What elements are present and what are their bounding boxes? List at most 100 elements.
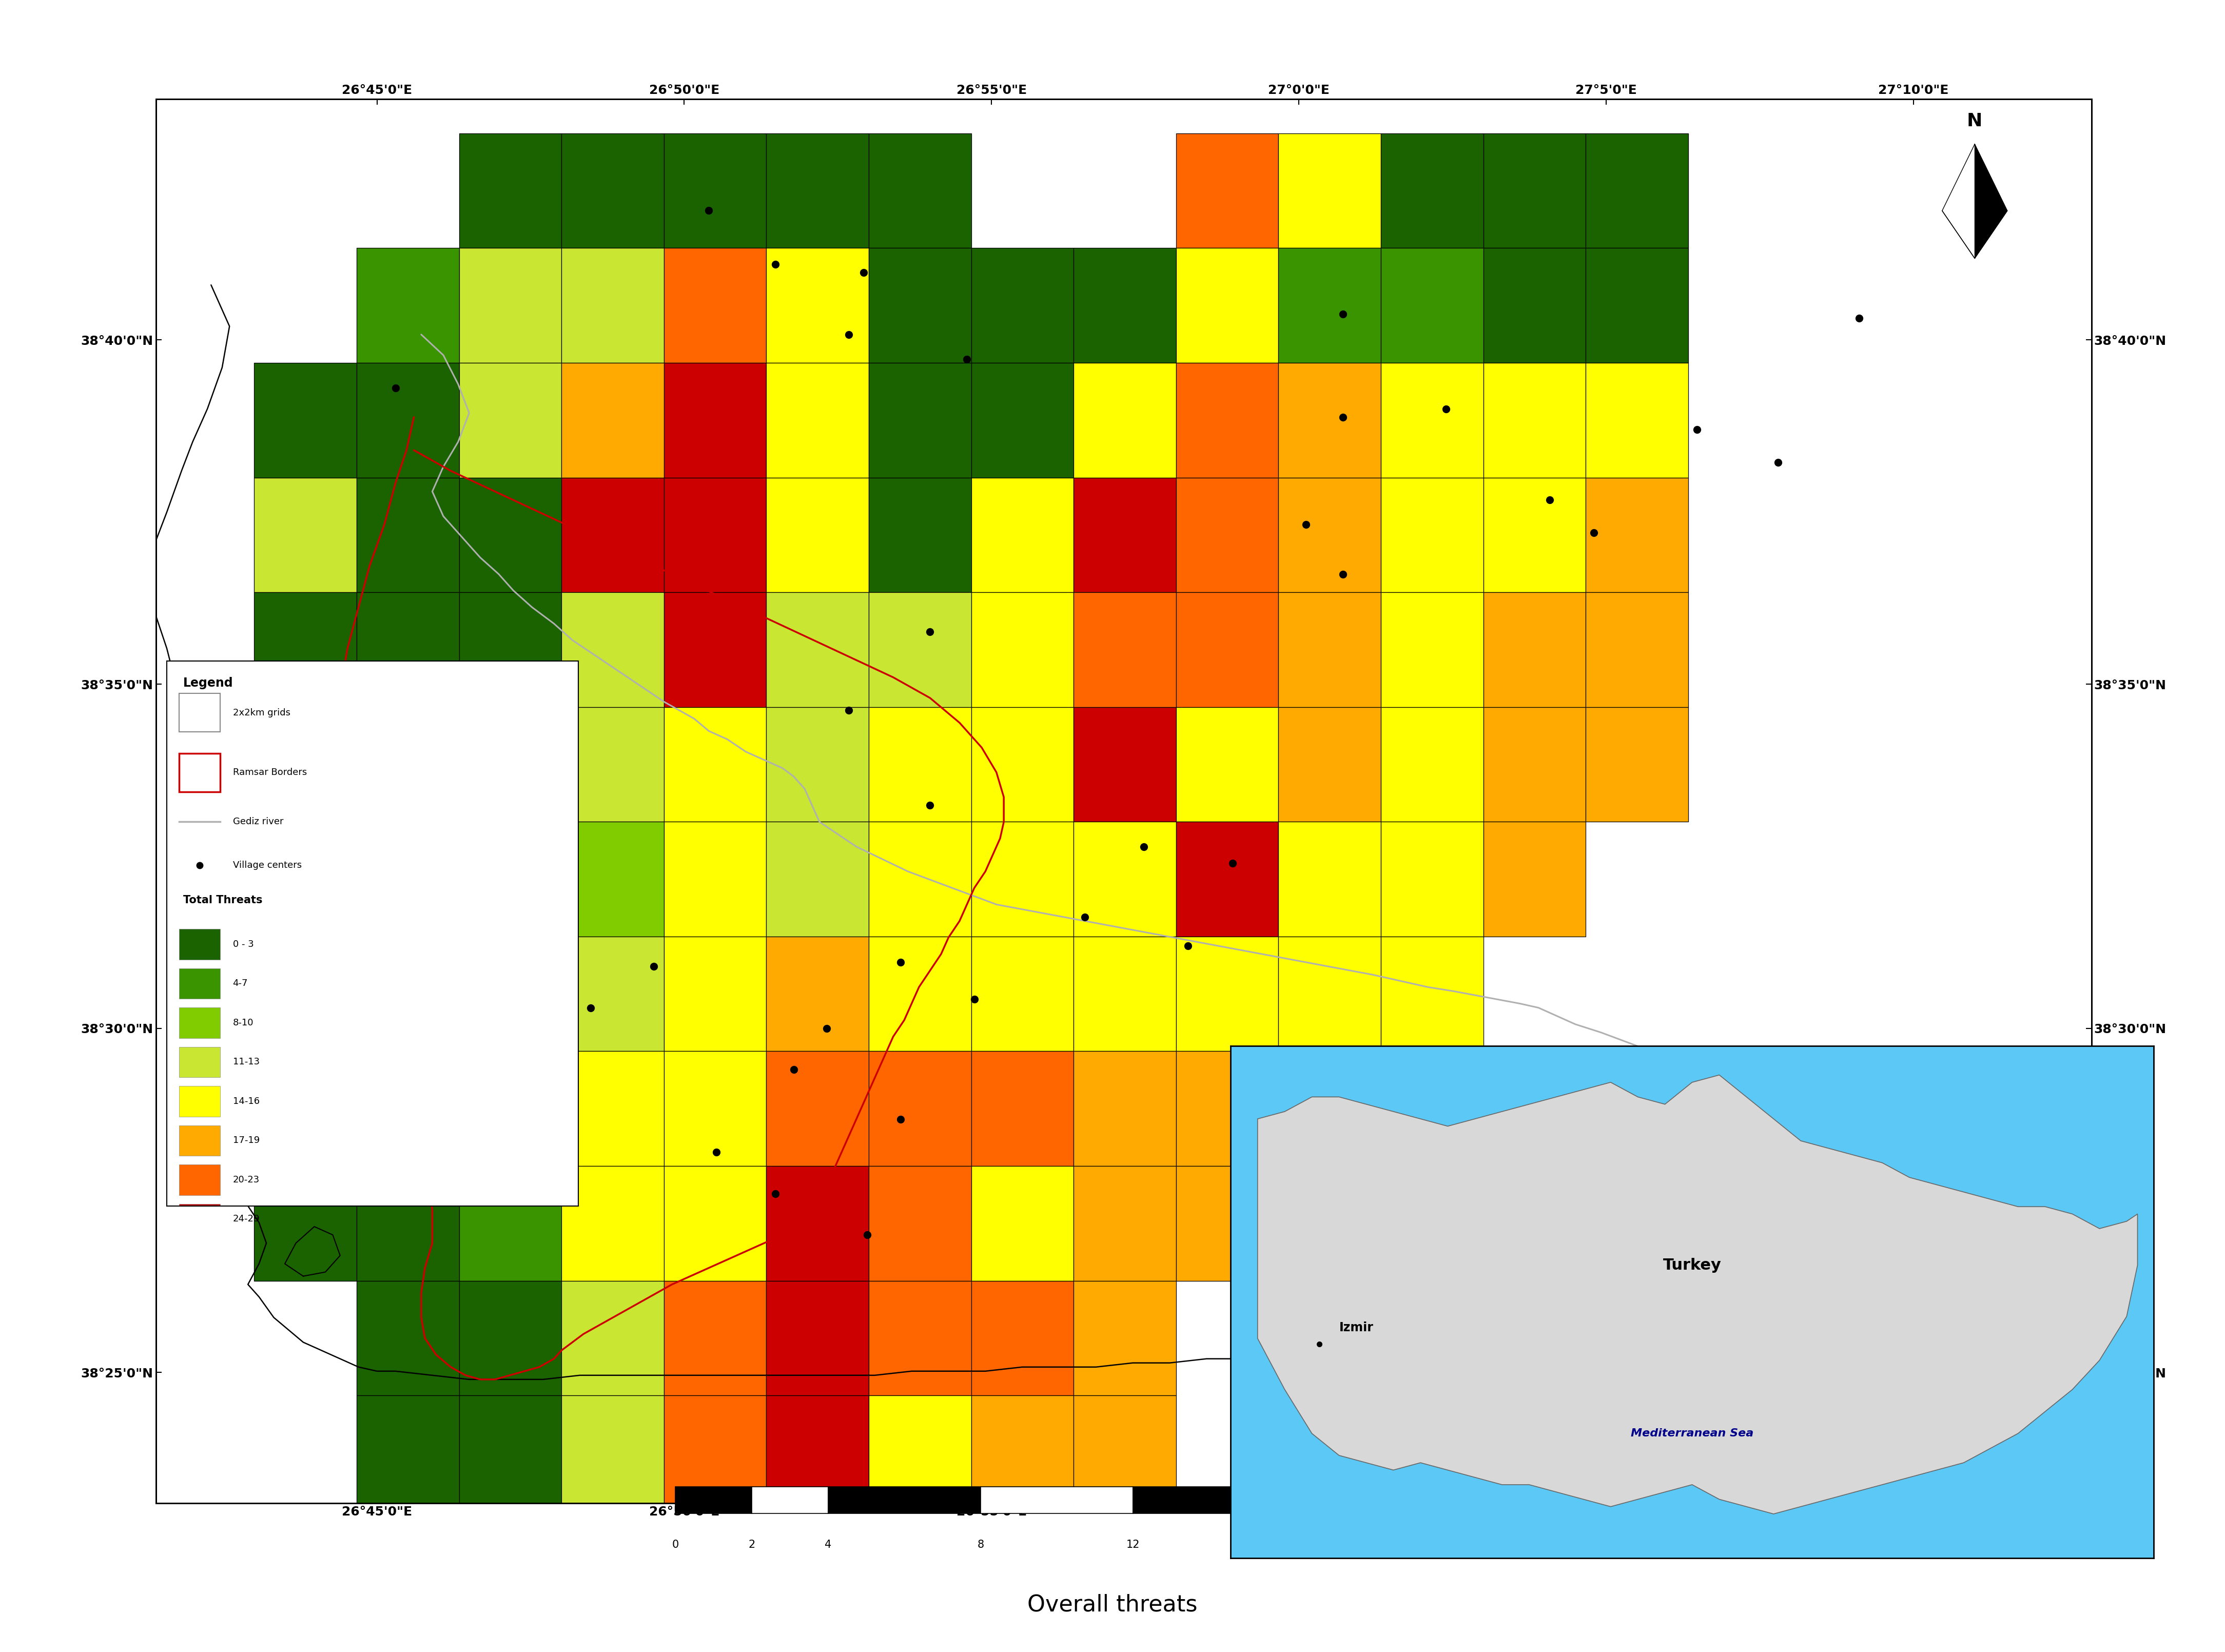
- Bar: [765, 1280, 868, 1396]
- Bar: [180, 1204, 220, 1234]
- Bar: [1177, 1051, 1279, 1166]
- Bar: [458, 248, 561, 363]
- Bar: [458, 363, 561, 477]
- Text: Turkey: Turkey: [1662, 1257, 1722, 1272]
- Bar: [561, 363, 663, 477]
- Bar: [663, 134, 765, 248]
- Bar: [254, 821, 356, 937]
- Bar: [970, 821, 1075, 937]
- Bar: [1075, 1166, 1177, 1280]
- Bar: [561, 707, 663, 821]
- Text: 8-10: 8-10: [234, 1018, 254, 1028]
- Bar: [970, 1396, 1075, 1510]
- Bar: [1586, 363, 1689, 477]
- Bar: [1279, 477, 1382, 593]
- Bar: [1586, 707, 1689, 821]
- Bar: [765, 821, 868, 937]
- Bar: [663, 1626, 765, 1652]
- Bar: [663, 937, 765, 1051]
- Bar: [868, 248, 970, 363]
- Bar: [1484, 593, 1586, 707]
- Bar: [458, 593, 561, 707]
- Bar: [765, 363, 868, 477]
- Bar: [254, 937, 356, 1051]
- Bar: [752, 1487, 828, 1513]
- Bar: [765, 134, 868, 248]
- Bar: [561, 593, 663, 707]
- Bar: [765, 477, 868, 593]
- Bar: [970, 1166, 1075, 1280]
- Bar: [663, 1051, 765, 1166]
- Bar: [356, 1051, 458, 1166]
- Bar: [1382, 937, 1484, 1051]
- Bar: [828, 1487, 981, 1513]
- Bar: [868, 593, 970, 707]
- Bar: [663, 707, 765, 821]
- Bar: [180, 1125, 220, 1156]
- Bar: [970, 248, 1075, 363]
- Text: 20-23: 20-23: [234, 1175, 260, 1184]
- Bar: [458, 134, 561, 248]
- Bar: [1177, 477, 1279, 593]
- Bar: [254, 1051, 356, 1166]
- Bar: [1075, 1396, 1177, 1510]
- Text: Ramsar Borders: Ramsar Borders: [234, 768, 307, 776]
- Bar: [458, 937, 561, 1051]
- Bar: [1279, 248, 1382, 363]
- Bar: [561, 477, 663, 593]
- Polygon shape: [1942, 144, 1976, 258]
- Bar: [254, 363, 356, 477]
- Bar: [663, 821, 765, 937]
- Bar: [1279, 134, 1382, 248]
- Text: Kilometers: Kilometers: [1304, 1495, 1362, 1505]
- Bar: [254, 477, 356, 593]
- Text: 2x2km grids: 2x2km grids: [234, 709, 289, 717]
- Bar: [1484, 821, 1586, 937]
- Bar: [458, 1396, 561, 1510]
- Text: 17-19: 17-19: [234, 1137, 260, 1145]
- Bar: [1484, 477, 1586, 593]
- Bar: [561, 1396, 663, 1510]
- Text: N: N: [1967, 112, 1982, 131]
- Bar: [561, 248, 663, 363]
- Bar: [1075, 1051, 1177, 1166]
- Bar: [356, 1396, 458, 1510]
- Bar: [663, 1510, 765, 1626]
- Bar: [868, 821, 970, 937]
- Text: 0 - 3: 0 - 3: [234, 940, 254, 948]
- Polygon shape: [1976, 144, 2007, 258]
- Bar: [356, 248, 458, 363]
- Bar: [765, 937, 868, 1051]
- Bar: [1382, 707, 1484, 821]
- Bar: [676, 1487, 752, 1513]
- Bar: [1075, 1280, 1177, 1396]
- Bar: [1279, 821, 1382, 937]
- Bar: [356, 821, 458, 937]
- Bar: [1279, 363, 1382, 477]
- Bar: [1075, 477, 1177, 593]
- Bar: [663, 1166, 765, 1280]
- Bar: [970, 707, 1075, 821]
- Bar: [663, 1280, 765, 1396]
- Bar: [868, 1396, 970, 1510]
- Text: 4-7: 4-7: [234, 980, 247, 988]
- Bar: [180, 1165, 220, 1194]
- Bar: [663, 1396, 765, 1510]
- Text: 24-29: 24-29: [234, 1214, 260, 1224]
- Text: Legend: Legend: [182, 677, 234, 689]
- Bar: [180, 1008, 220, 1037]
- Bar: [1279, 937, 1382, 1051]
- Bar: [1133, 1487, 1286, 1513]
- Bar: [663, 363, 765, 477]
- Bar: [458, 477, 561, 593]
- Bar: [1177, 593, 1279, 707]
- Text: 14-16: 14-16: [234, 1097, 260, 1105]
- Bar: [970, 937, 1075, 1051]
- Bar: [356, 1280, 458, 1396]
- Bar: [356, 1510, 458, 1626]
- Bar: [561, 1510, 663, 1626]
- Bar: [1075, 248, 1177, 363]
- Bar: [356, 363, 458, 477]
- Bar: [458, 1166, 561, 1280]
- Bar: [1177, 1166, 1279, 1280]
